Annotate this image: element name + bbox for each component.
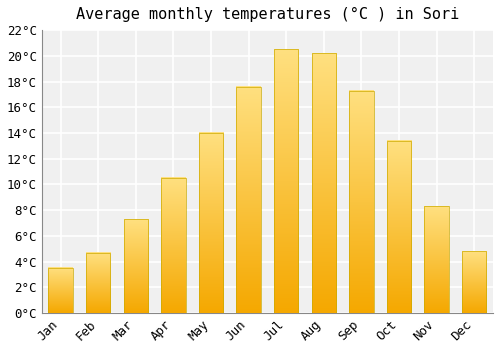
Bar (161, 178, 186, 313)
Bar (387, 141, 411, 313)
Title: Average monthly temperatures (°C ) in Sori: Average monthly temperatures (°C ) in So… (76, 7, 459, 22)
Bar (274, 49, 298, 313)
Bar (312, 53, 336, 313)
Bar (236, 87, 261, 313)
Bar (124, 219, 148, 313)
Bar (349, 91, 374, 313)
Bar (48, 268, 73, 313)
Bar (199, 133, 223, 313)
Bar (424, 206, 449, 313)
Bar (462, 251, 486, 313)
Bar (86, 253, 110, 313)
